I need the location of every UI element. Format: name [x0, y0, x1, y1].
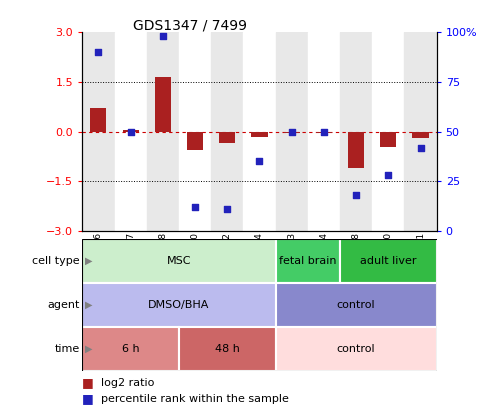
Bar	[275, 327, 437, 371]
Point	[417, 144, 425, 151]
Bar	[275, 239, 340, 283]
Text: 6 h: 6 h	[122, 343, 139, 354]
Bar	[82, 283, 275, 327]
Text: time: time	[54, 343, 80, 354]
Bar	[147, 32, 179, 231]
Text: control: control	[337, 300, 375, 310]
Text: agent: agent	[47, 300, 80, 310]
Bar	[308, 32, 340, 231]
Bar	[404, 32, 437, 231]
Bar	[275, 283, 437, 327]
Text: percentile rank within the sample: percentile rank within the sample	[101, 394, 289, 404]
Bar	[275, 32, 308, 231]
Bar	[316, 132, 332, 133]
Point	[159, 33, 167, 40]
Text: cell type: cell type	[32, 256, 80, 266]
Bar	[251, 132, 267, 136]
Bar	[90, 109, 106, 132]
Bar	[187, 132, 203, 150]
Bar	[82, 327, 179, 371]
Text: control: control	[337, 343, 375, 354]
Bar	[413, 132, 429, 138]
Text: 48 h: 48 h	[215, 343, 240, 354]
Text: MSC: MSC	[167, 256, 191, 266]
Point	[223, 206, 231, 212]
Point	[288, 128, 296, 135]
Bar	[372, 32, 404, 231]
Text: adult liver: adult liver	[360, 256, 417, 266]
Point	[384, 172, 392, 179]
Point	[255, 158, 263, 164]
Point	[352, 192, 360, 198]
Point	[94, 49, 102, 55]
Point	[320, 128, 328, 135]
Bar	[348, 132, 364, 168]
Text: GDS1347 / 7499: GDS1347 / 7499	[133, 18, 247, 32]
Bar	[283, 132, 300, 133]
Text: ■: ■	[82, 376, 94, 389]
Bar	[211, 32, 244, 231]
Point	[191, 204, 199, 210]
Bar	[123, 130, 139, 132]
Text: ▶: ▶	[85, 343, 92, 354]
Bar	[115, 32, 147, 231]
Bar	[244, 32, 275, 231]
Bar	[155, 77, 171, 132]
Bar	[82, 32, 115, 231]
Bar	[179, 327, 275, 371]
Text: ▶: ▶	[85, 300, 92, 310]
Bar	[380, 132, 396, 147]
Text: ■: ■	[82, 392, 94, 405]
Text: fetal brain: fetal brain	[279, 256, 336, 266]
Text: log2 ratio: log2 ratio	[101, 378, 155, 388]
Text: DMSO/BHA: DMSO/BHA	[148, 300, 210, 310]
Bar	[179, 32, 211, 231]
Bar	[82, 239, 275, 283]
Bar	[340, 239, 437, 283]
Point	[127, 128, 135, 135]
Text: ▶: ▶	[85, 256, 92, 266]
Bar	[340, 32, 372, 231]
Bar	[219, 132, 236, 143]
